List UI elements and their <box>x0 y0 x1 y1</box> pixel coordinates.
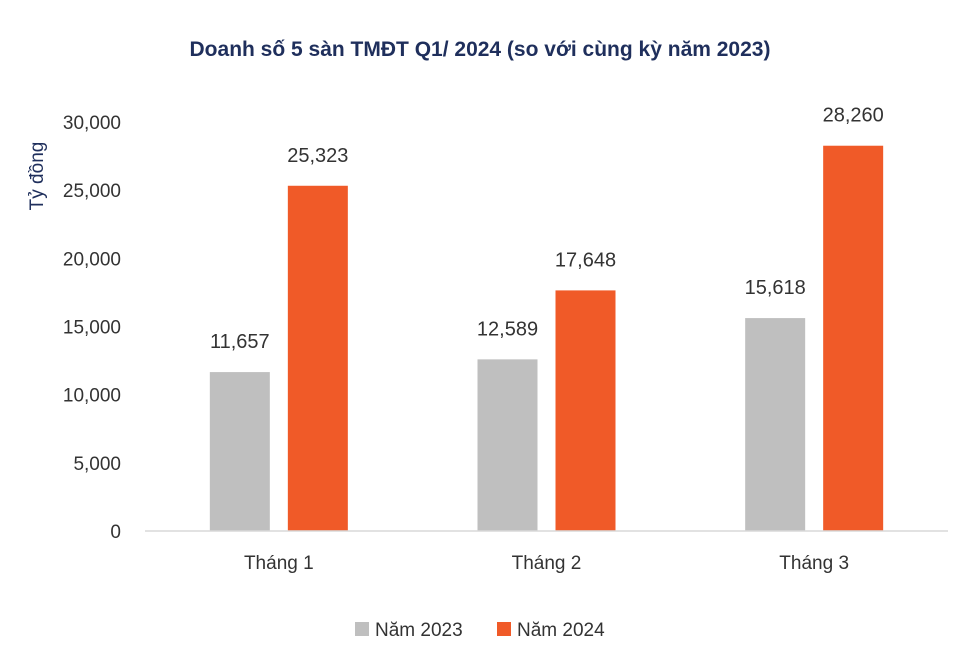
y-tick-label: 0 <box>110 522 121 543</box>
bar-2023 <box>209 372 270 531</box>
legend-swatch <box>355 622 369 636</box>
y-axis-label: Tỷ đồng <box>27 142 48 211</box>
x-tick-label: Tháng 1 <box>244 553 314 574</box>
x-tick-label: Tháng 2 <box>512 553 582 574</box>
y-tick-label: 10,000 <box>63 386 121 407</box>
data-label: 17,648 <box>555 249 616 271</box>
x-tick-label: Tháng 3 <box>779 553 849 574</box>
data-label: 25,323 <box>287 145 348 167</box>
data-label: 28,260 <box>823 105 884 127</box>
y-tick-label: 25,000 <box>63 181 121 202</box>
legend-label: Năm 2023 <box>375 620 463 641</box>
y-tick-label: 20,000 <box>63 249 121 270</box>
bars: 11,657 25,323 12,589 17,648 15,618 28,260 <box>209 105 884 532</box>
data-label: 15,618 <box>745 277 806 299</box>
y-tick-label: 5,000 <box>73 454 121 475</box>
y-axis-ticks: 0 5,000 10,000 15,000 20,000 25,000 30,000 <box>63 113 121 543</box>
bar-2024 <box>287 185 348 531</box>
data-label: 11,657 <box>210 331 270 353</box>
legend-swatch <box>497 622 511 636</box>
y-tick-label: 30,000 <box>63 113 121 134</box>
x-axis-ticks: Tháng 1 Tháng 2 Tháng 3 <box>244 553 849 574</box>
bar-2023 <box>477 359 538 531</box>
bar-2024 <box>555 290 616 531</box>
data-label: 12,589 <box>477 318 538 340</box>
bar-2024 <box>823 145 884 532</box>
chart-title: Doanh số 5 sàn TMĐT Q1/ 2024 (so với cùn… <box>190 38 771 61</box>
legend-label: Năm 2024 <box>517 620 605 641</box>
y-tick-label: 15,000 <box>63 318 121 339</box>
legend: Năm 2023 Năm 2024 <box>355 620 605 641</box>
bar-2023 <box>745 318 806 531</box>
